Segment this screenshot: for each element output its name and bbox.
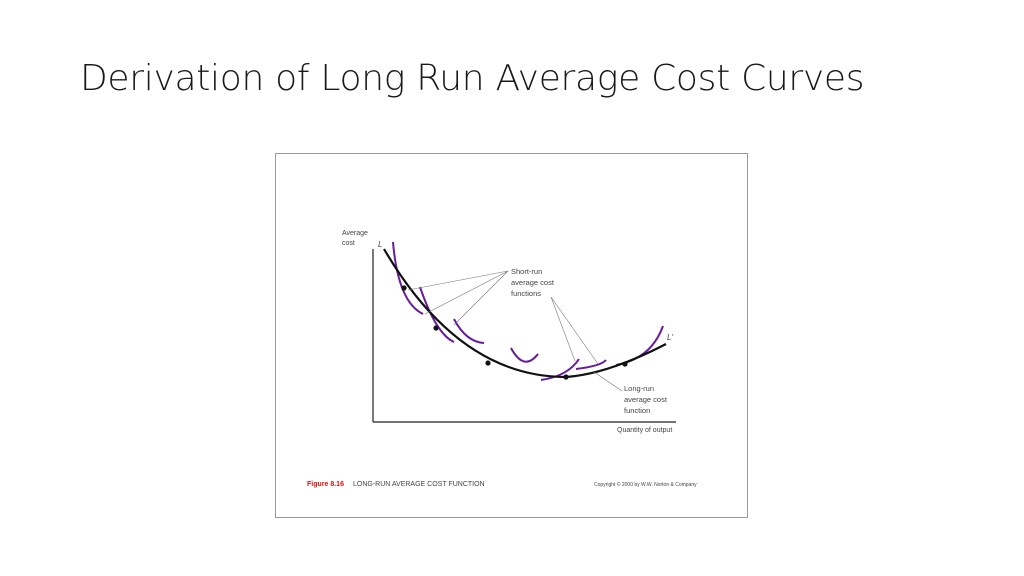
leader-lines bbox=[407, 270, 623, 392]
long-run-label-line3: function bbox=[624, 406, 650, 415]
curve-start-label: L bbox=[378, 240, 382, 249]
long-run-label-line1: Long-run bbox=[624, 384, 654, 393]
short-run-curves bbox=[392, 241, 664, 381]
copyright-text: Copyright © 2000 by W.W. Norton & Compan… bbox=[594, 481, 697, 488]
short-run-label-line2: average cost bbox=[511, 278, 555, 287]
short-run-label-line1: Short-run bbox=[511, 267, 542, 276]
figure-frame: Average cost Quantity of output L L' bbox=[275, 153, 748, 518]
short-run-curve-6 bbox=[575, 359, 607, 370]
x-axis-label: Quantity of output bbox=[617, 427, 672, 434]
y-axis-label-line2: cost bbox=[342, 240, 355, 247]
caption-number: Figure 8.16 bbox=[307, 481, 344, 488]
short-run-curve-7 bbox=[615, 325, 664, 366]
cost-curve-diagram: Average cost Quantity of output L L' bbox=[307, 230, 697, 488]
tangency-point bbox=[622, 361, 628, 367]
caption-text: LONG-RUN AVERAGE COST FUNCTION bbox=[353, 481, 485, 488]
tangency-point bbox=[563, 374, 569, 380]
long-run-label-line2: average cost bbox=[624, 395, 668, 404]
short-run-curve-1 bbox=[392, 241, 424, 315]
short-run-curve-5 bbox=[540, 358, 580, 381]
short-run-curve-4 bbox=[510, 347, 539, 363]
y-axis-label-line1: Average bbox=[342, 230, 368, 237]
tangency-point bbox=[485, 360, 491, 366]
curve-end-label: L' bbox=[667, 333, 673, 342]
short-run-curve-2 bbox=[419, 286, 455, 343]
tangency-point bbox=[401, 285, 407, 291]
short-run-label-line3: functions bbox=[511, 289, 541, 298]
tangency-point bbox=[433, 325, 439, 331]
slide-title: Derivation of Long Run Average Cost Curv… bbox=[80, 58, 865, 99]
tangency-points bbox=[401, 285, 628, 380]
